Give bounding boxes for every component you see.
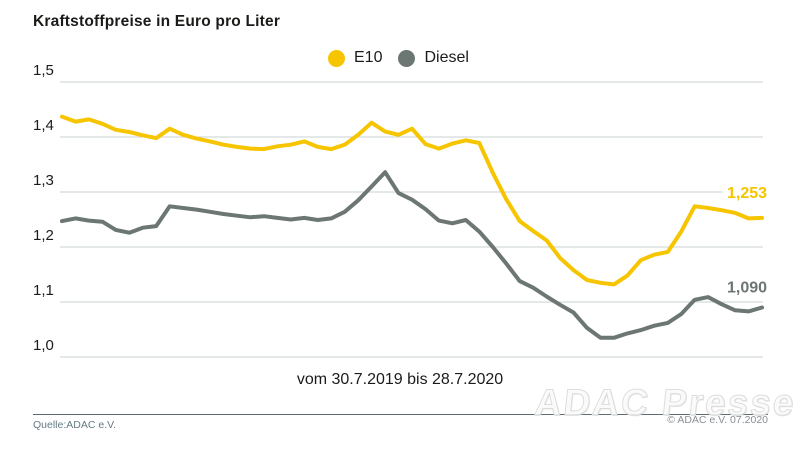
e10-line (60, 114, 764, 287)
y-axis-tick-label: 1,5 (33, 62, 54, 79)
footer-divider (33, 414, 768, 415)
e10-swatch-icon (328, 49, 345, 67)
chart-legend: E10 Diesel (328, 49, 469, 67)
legend-label-e10: E10 (354, 49, 383, 66)
legend-label-diesel: Diesel (424, 49, 469, 66)
diesel-end-value-label: 1,090 (727, 280, 767, 297)
source-note: Quelle:ADAC e.V. (33, 419, 117, 431)
page-title: Kraftstoffpreise in Euro pro Liter (33, 13, 281, 30)
y-axis-tick-label: 1,4 (33, 117, 54, 134)
y-axis-tick-label: 1,0 (33, 337, 54, 354)
legend-item-diesel: Diesel (398, 49, 469, 67)
y-axis-tick-label: 1,1 (33, 282, 54, 299)
y-axis-tick-label: 1,3 (33, 172, 54, 189)
copyright-note: © ADAC e.V. 07.2020 (667, 414, 768, 426)
y-axis-tick-label: 1,2 (33, 227, 54, 244)
diesel-line (60, 170, 764, 340)
x-axis-range-note: vom 30.7.2019 bis 28.7.2020 (296, 371, 504, 388)
e10-end-value-label: 1,253 (727, 185, 767, 202)
legend-item-e10: E10 (328, 49, 382, 67)
diesel-swatch-icon (398, 49, 416, 67)
